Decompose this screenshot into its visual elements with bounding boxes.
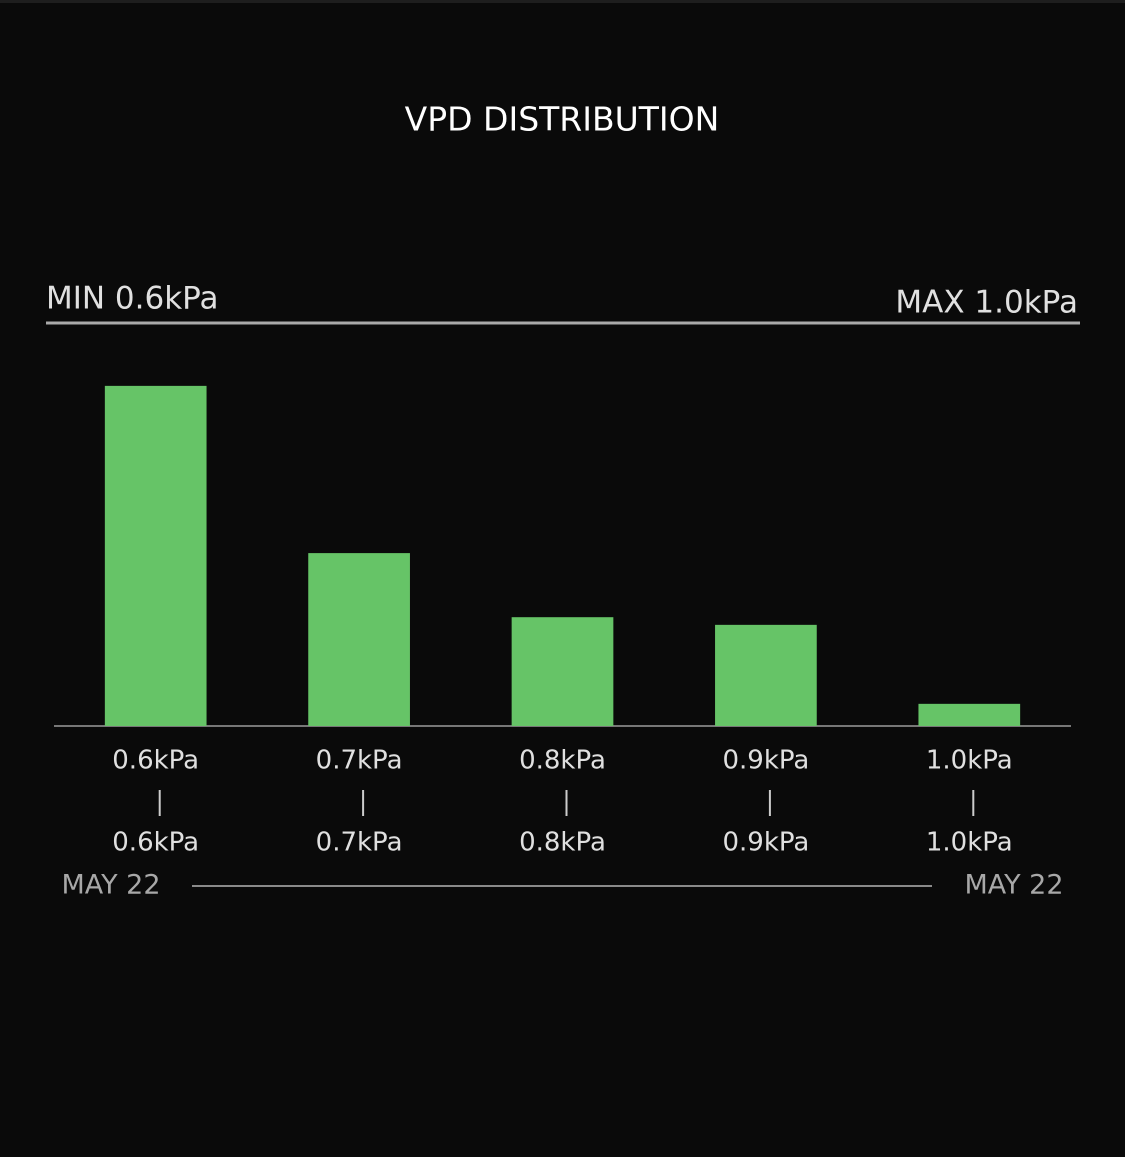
chart-title: VPD DISTRIBUTION (405, 100, 720, 139)
x-tick-label: 0.8kPa (519, 746, 606, 776)
max-label: MAX 1.0kPa (895, 285, 1078, 321)
x-tick-label-to: 0.9kPa (722, 828, 809, 858)
x-tick-label: 0.7kPa (316, 746, 403, 776)
bar (715, 624, 817, 726)
bar (308, 553, 410, 726)
x-tick-label: 1.0kPa (926, 746, 1013, 776)
end-date: MAY 22 (964, 870, 1063, 901)
bar (104, 385, 207, 726)
x-tick-label: 0.6kPa (112, 746, 199, 776)
x-tick-label-to: 0.7kPa (316, 828, 403, 858)
start-date: MAY 22 (61, 870, 160, 901)
x-tick-label-to: 1.0kPa (926, 828, 1013, 858)
x-tick-label: 0.9kPa (722, 746, 809, 776)
top-border (0, 0, 1125, 3)
x-tick-label-to: 0.6kPa (112, 828, 199, 858)
bar (918, 703, 1021, 726)
min-label: MIN 0.6kPa (46, 281, 218, 317)
bar (511, 617, 614, 726)
x-tick-label-to: 0.8kPa (519, 828, 606, 858)
